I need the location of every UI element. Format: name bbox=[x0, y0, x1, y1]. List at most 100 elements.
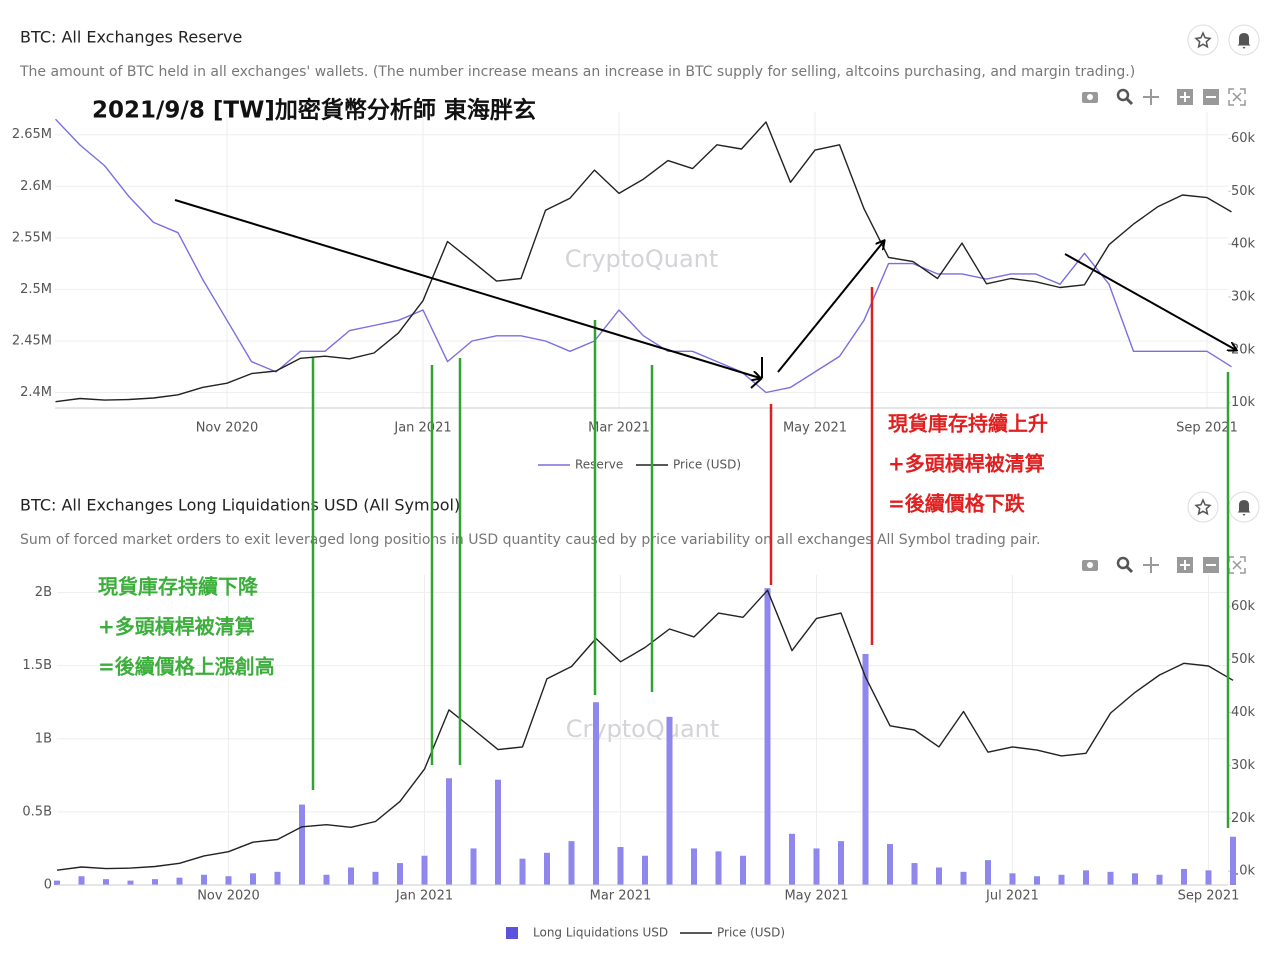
arrow-tick bbox=[750, 377, 763, 389]
green-note: =後續價格上漲創高 bbox=[98, 655, 275, 679]
bar bbox=[1230, 836, 1236, 885]
bell-icon bbox=[1237, 33, 1251, 49]
bar bbox=[372, 871, 379, 885]
bar bbox=[764, 588, 771, 885]
y-tick-label: 1.5B bbox=[22, 658, 52, 673]
chart: BTC: All Exchanges Long Liquidations USD… bbox=[20, 491, 1260, 940]
zoom-in-tool[interactable] bbox=[1177, 557, 1193, 573]
x-tick-label: Mar 2021 bbox=[590, 889, 652, 904]
annotation-layer: 2021/9/8 [TW]加密貨幣分析師 東海胖玄 現貨庫存持續上升 +多頭槓桿… bbox=[92, 97, 1236, 828]
x-tick-label: Jul 2021 bbox=[985, 889, 1039, 904]
x-tick-label: Nov 2020 bbox=[196, 421, 259, 436]
bar bbox=[789, 833, 795, 885]
legend-label: Long Liquidations USD bbox=[533, 926, 668, 940]
zoom-tool[interactable] bbox=[1116, 556, 1134, 574]
bar bbox=[299, 804, 305, 885]
y-tick-label: 0 bbox=[44, 878, 52, 893]
y2-tick-label: 20k bbox=[1231, 811, 1256, 826]
icon bbox=[1116, 88, 1130, 102]
bar bbox=[495, 779, 501, 885]
bar bbox=[715, 851, 722, 885]
favorite-button[interactable] bbox=[1187, 24, 1219, 56]
green-note: 現貨庫存持續下降 bbox=[98, 575, 259, 599]
x-tick-label: Jan 2021 bbox=[393, 421, 451, 436]
icon bbox=[1087, 562, 1093, 568]
legend-label: Reserve bbox=[575, 458, 623, 472]
green-note: +多頭槓桿被清算 bbox=[98, 615, 255, 639]
legend-item[interactable]: Reserve bbox=[538, 458, 623, 472]
icon bbox=[1143, 557, 1159, 573]
bar bbox=[470, 848, 477, 885]
legend-item[interactable]: Price (USD) bbox=[680, 926, 785, 940]
icon bbox=[1180, 92, 1190, 102]
red-lines bbox=[769, 287, 874, 645]
bell-icon bbox=[1237, 500, 1251, 516]
bar bbox=[1058, 874, 1065, 885]
pan-tool[interactable] bbox=[1143, 557, 1159, 573]
y-tick-label: 0.5B bbox=[22, 804, 52, 819]
zoom-in-tool[interactable] bbox=[1177, 89, 1193, 105]
bar bbox=[813, 848, 820, 885]
button-circle bbox=[1187, 24, 1219, 56]
bar bbox=[446, 778, 452, 885]
star-icon bbox=[1194, 498, 1212, 516]
icon bbox=[1116, 556, 1130, 570]
legend-swatch bbox=[506, 927, 518, 939]
arrow bbox=[174, 199, 760, 378]
x-tick-label: May 2021 bbox=[783, 421, 847, 436]
y2-tick-label: 60k bbox=[1231, 599, 1256, 614]
reset-tool[interactable] bbox=[1228, 88, 1246, 106]
icon bbox=[1143, 89, 1159, 105]
camera-tool[interactable] bbox=[1082, 92, 1098, 103]
bar bbox=[1132, 873, 1138, 885]
legend-item[interactable]: Long Liquidations USD bbox=[506, 926, 668, 940]
y-tick-label: 1B bbox=[35, 731, 52, 746]
bar bbox=[1009, 873, 1016, 885]
bar bbox=[568, 841, 575, 885]
pan-tool[interactable] bbox=[1143, 89, 1159, 105]
arrow bbox=[1064, 253, 1236, 350]
chart-title: BTC: All Exchanges Long Liquidations USD… bbox=[20, 496, 460, 515]
y2-tick-label: 30k bbox=[1231, 758, 1256, 773]
chart-subtitle: Sum of forced market orders to exit leve… bbox=[20, 532, 1040, 548]
bar bbox=[960, 871, 967, 885]
bar bbox=[642, 855, 648, 885]
bar bbox=[152, 879, 158, 885]
alert-button[interactable] bbox=[1228, 491, 1260, 523]
bar bbox=[887, 844, 893, 885]
bar bbox=[911, 863, 918, 885]
y-tick-label: 2.45M bbox=[12, 333, 52, 348]
camera-tool[interactable] bbox=[1082, 560, 1098, 571]
bar bbox=[691, 848, 697, 885]
bar bbox=[225, 876, 232, 885]
y2-tick-label: 50k bbox=[1231, 184, 1256, 199]
bar bbox=[1083, 870, 1089, 885]
charts: BTC: All Exchanges Reserve The amount of … bbox=[12, 24, 1260, 940]
bar bbox=[250, 873, 256, 885]
y2-tick-label: 10k bbox=[1231, 864, 1256, 879]
zoom-tool[interactable] bbox=[1116, 88, 1134, 106]
y2-tick-label: 40k bbox=[1231, 705, 1256, 720]
button-circle bbox=[1187, 491, 1219, 523]
green-lines bbox=[311, 320, 1230, 828]
chart-title: BTC: All Exchanges Reserve bbox=[20, 28, 242, 47]
favorite-button[interactable] bbox=[1187, 491, 1219, 523]
bar bbox=[862, 653, 869, 885]
zoom-out-tool[interactable] bbox=[1203, 557, 1219, 573]
arrow bbox=[777, 241, 884, 373]
zoom-out-tool[interactable] bbox=[1203, 89, 1219, 105]
bar bbox=[985, 860, 991, 885]
star-icon bbox=[1194, 31, 1212, 49]
x-tick-label: Jan 2021 bbox=[395, 889, 453, 904]
bar bbox=[127, 880, 134, 885]
series-line bbox=[55, 121, 1232, 403]
y2-tick-label: 10k bbox=[1231, 395, 1256, 410]
bar bbox=[421, 855, 428, 885]
bar bbox=[201, 874, 207, 885]
watermark: CryptoQuant bbox=[566, 715, 720, 743]
x-tick-label: Sep 2021 bbox=[1178, 889, 1240, 904]
alert-button[interactable] bbox=[1228, 24, 1260, 56]
y2-tick-label: 40k bbox=[1231, 237, 1256, 252]
bar bbox=[323, 874, 330, 885]
